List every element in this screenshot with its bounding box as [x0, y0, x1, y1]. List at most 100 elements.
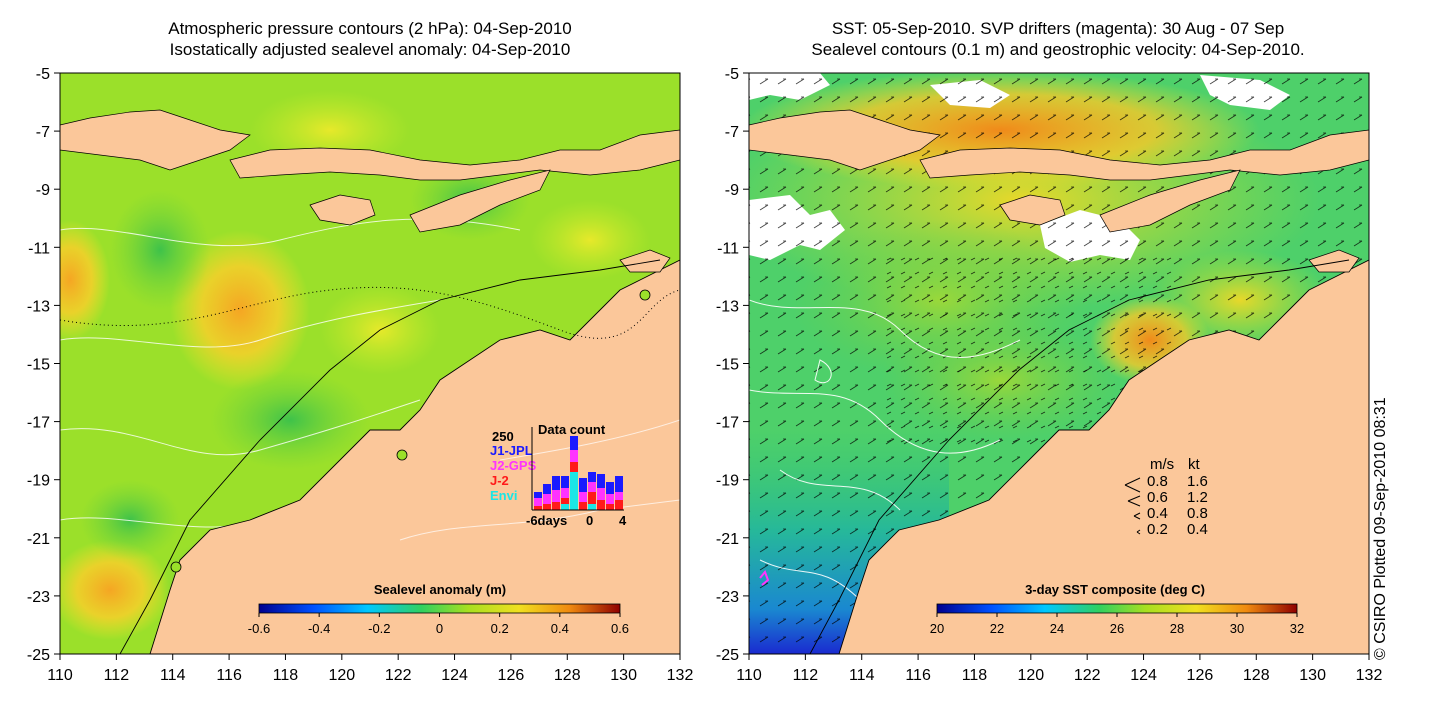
right-lon-tick-3: 116 [905, 667, 931, 684]
left-lat-tick-10: -25 [27, 647, 50, 664]
australia-landmass [149, 259, 680, 654]
sst-colorbar-tick-6: 32 [1290, 621, 1304, 636]
sla-colorbar-tick-1: -0.4 [308, 621, 330, 636]
velocity-legend-kt-3: 0.8 [1187, 505, 1208, 522]
sst-colorbar-tick-4: 28 [1170, 621, 1184, 636]
sst-colorbar-tick-5: 30 [1230, 621, 1244, 636]
left-lon-tick-2: 114 [160, 667, 186, 684]
velocity-legend-ms-3: 0.4 [1147, 505, 1168, 522]
histogram-bar-5-0 [579, 478, 587, 492]
right-lat-tick-6: -17 [716, 415, 739, 432]
histogram-bar-8-2 [606, 504, 614, 510]
right-latitude-axis: -5 -7 -9 -11 -13 -15 -17 -19 -21 -23 -25 [716, 66, 749, 664]
sst-colorbar-ticks: 20 22 24 26 28 30 32 [930, 613, 1304, 636]
histogram-bar-2-0 [552, 476, 560, 490]
right-lon-tick-5: 120 [1017, 667, 1044, 684]
java-island-right [749, 109, 941, 171]
left-lat-tick-3: -11 [28, 240, 50, 257]
velocity-legend-ms-2: 0.6 [1147, 489, 1168, 506]
left-lat-tick-0: -5 [36, 66, 50, 83]
histogram-bar-9-2 [615, 500, 623, 510]
northern-territory-coast-right [1308, 249, 1360, 273]
sst-colorbar: 3-day SST composite (deg C) 20 22 24 26 28 30… [930, 582, 1304, 636]
histogram-bar-3-1 [561, 488, 569, 498]
histogram-x-label-zero: 0 [586, 513, 593, 528]
histogram-bar-0-1 [534, 498, 542, 506]
sst-colorbar-tick-1: 22 [990, 621, 1004, 636]
histogram-bar-5-1 [579, 492, 587, 502]
histogram-bar-9-0 [615, 476, 623, 492]
legend-envi: Envi [490, 488, 517, 503]
sst-colorbar-tick-0: 20 [930, 621, 944, 636]
velocity-legend-ms-4: 0.2 [1147, 521, 1168, 538]
histogram-bar-6-1 [588, 482, 596, 492]
right-lon-tick-4: 118 [962, 667, 988, 684]
sumba-island [309, 194, 376, 226]
right-lat-tick-4: -13 [716, 298, 739, 315]
sla-colorbar-tick-2: -0.2 [368, 621, 390, 636]
right-lon-tick-10: 130 [1299, 667, 1326, 684]
right-lat-tick-8: -21 [716, 531, 739, 548]
right-lon-tick-7: 124 [1130, 667, 1157, 684]
left-map-area [60, 73, 680, 654]
histogram-bar-1-1 [543, 494, 551, 504]
right-lat-tick-3: -11 [717, 240, 739, 257]
right-lat-tick-10: -25 [716, 647, 739, 664]
australia-landmass-right [838, 259, 1369, 654]
right-lon-tick-6: 122 [1074, 667, 1101, 684]
right-lat-tick-7: -19 [716, 473, 739, 490]
histogram-bar-8-1 [606, 494, 614, 504]
left-lon-tick-0: 110 [47, 667, 73, 684]
velocity-legend-header-ms: m/s [1150, 456, 1174, 473]
histogram-bar-4-2 [570, 462, 578, 472]
histogram-bar-3-3 [561, 504, 569, 510]
sla-colorbar-ticks: -0.6 -0.4 -0.2 0 0.2 0.4 0.6 [248, 613, 629, 636]
histogram-bar-7-1 [597, 488, 605, 500]
sst-colorbar-title: 3-day SST composite (deg C) [1025, 582, 1205, 597]
histogram-bar-7-2 [597, 500, 605, 510]
right-lat-tick-2: -9 [725, 182, 739, 199]
left-lat-tick-7: -19 [27, 473, 50, 490]
histogram-bar-3-2 [561, 498, 569, 504]
left-lon-tick-8: 126 [498, 667, 525, 684]
left-lat-tick-1: -7 [36, 124, 50, 141]
sst-colorbar-tick-2: 24 [1050, 621, 1064, 636]
velocity-legend-ms-1: 0.8 [1147, 473, 1168, 490]
histogram-bar-3-0 [561, 476, 569, 488]
histogram-bar-8-0 [606, 482, 614, 494]
left-lat-tick-8: -21 [27, 531, 50, 548]
left-title-line1: Atmospheric pressure contours (2 hPa): 0… [168, 19, 572, 38]
left-lon-tick-5: 120 [328, 667, 355, 684]
velocity-legend-arrow-1 [1124, 477, 1141, 493]
left-lon-tick-10: 130 [610, 667, 637, 684]
sla-colorbar-tick-4: 0.2 [491, 621, 509, 636]
right-lon-tick-11: 132 [1356, 667, 1383, 684]
anomaly-high-4 [60, 540, 170, 640]
left-lat-tick-5: -15 [27, 357, 50, 374]
left-lat-tick-6: -17 [27, 415, 50, 432]
northern-territory-coast [619, 249, 671, 273]
left-lon-tick-3: 116 [216, 667, 242, 684]
histogram-bar-0-0 [534, 492, 542, 498]
right-map-area [749, 73, 1369, 654]
right-lon-tick-9: 128 [1243, 667, 1270, 684]
right-lon-tick-1: 112 [793, 667, 819, 684]
velocity-legend-kt-4: 0.4 [1187, 521, 1208, 538]
left-lon-tick-6: 122 [385, 667, 412, 684]
sla-colorbar-tick-6: 0.6 [611, 621, 629, 636]
sla-colorbar-title: Sealevel anomaly (m) [374, 582, 506, 597]
anomaly-low-4 [80, 480, 180, 560]
left-longitude-axis: 110 112 114 116 118 120 122 124 126 128 130 132 [47, 654, 693, 684]
legend-j1-jpl: J1-JPL [490, 443, 533, 458]
velocity-legend-arrow-4 [1136, 529, 1141, 535]
sst-colorbar-tick-3: 26 [1110, 621, 1124, 636]
histogram-bar-7-0 [597, 474, 605, 488]
right-lon-tick-2: 114 [849, 667, 875, 684]
java-island [60, 109, 251, 171]
velocity-legend: m/s kt 0.8 1.6 0.6 1.2 0.4 0.8 0.2 0.4 [1124, 456, 1208, 538]
data-count-title: Data count [538, 422, 606, 437]
legend-j-2: J-2 [490, 473, 509, 488]
right-map-title: SST: 05-Sep-2010. SVP drifters (magenta)… [748, 18, 1368, 60]
sumba-island-right [999, 194, 1066, 226]
